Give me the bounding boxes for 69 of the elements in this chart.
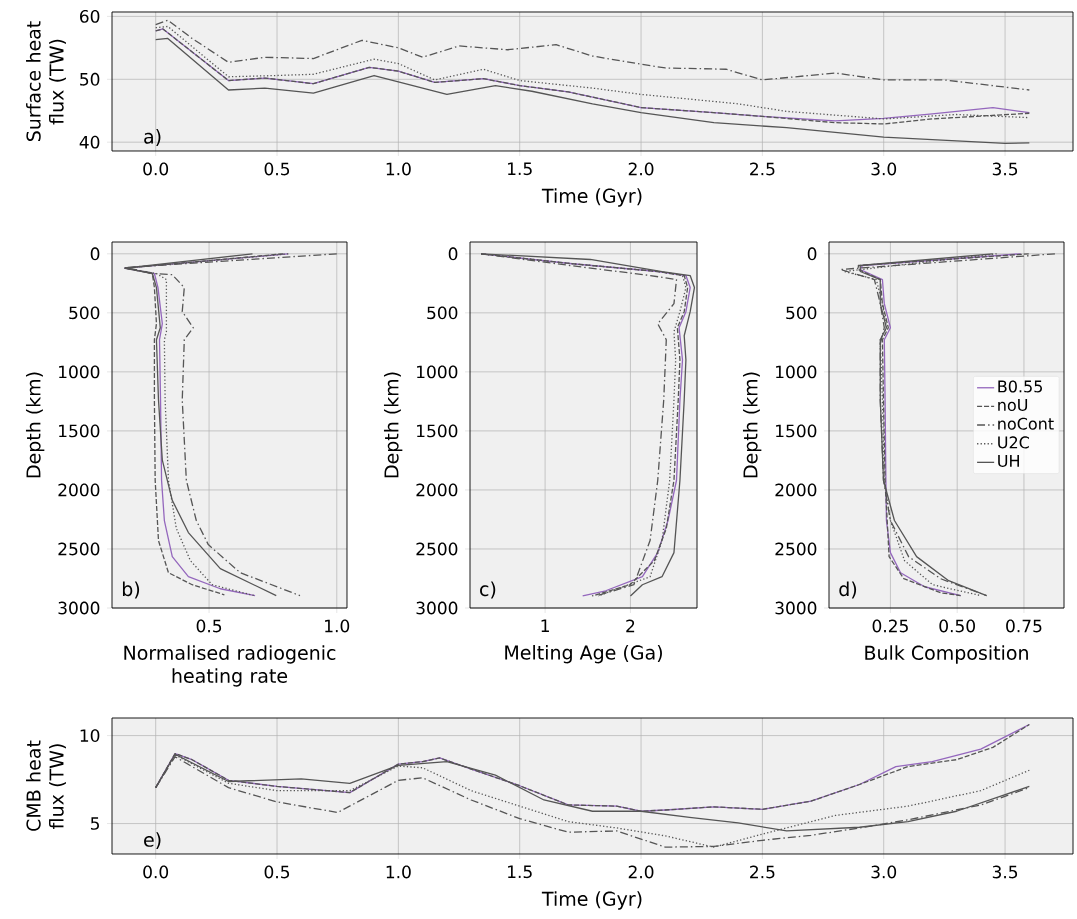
annotation: a) [144, 129, 161, 147]
annotation: d) [839, 581, 857, 599]
x-tick-label: 0.75 [1006, 619, 1042, 633]
x-axis-title: Normalised radiogenic heating rate [124, 645, 336, 687]
x-axis-title: Melting Age (Ga) [505, 645, 662, 664]
y-tick-label: 2000 [775, 483, 817, 497]
x-tick-label: 2.0 [628, 865, 654, 879]
y-tick-label: 2000 [416, 483, 458, 497]
x-tick-label: 0.5 [196, 619, 222, 633]
x-tick-label: 3.5 [992, 865, 1018, 879]
y-tick-label: 2500 [775, 542, 817, 556]
x-tick-label: 3.5 [992, 162, 1018, 176]
x-tick-label: 3.0 [871, 865, 897, 879]
x-axis-title: Time (Gyr) [541, 188, 642, 207]
annotation: c) [480, 581, 496, 599]
x-tick-label: 2.0 [628, 162, 654, 176]
x-tick-label: 0.25 [872, 619, 908, 633]
y-tick-label: 0 [448, 247, 458, 261]
y-tick-label: 40 [79, 135, 100, 149]
y-axis-title: Depth (km) [383, 372, 403, 478]
y-tick-label: 0 [807, 247, 817, 261]
y-tick-label: 2000 [58, 483, 100, 497]
y-tick-label: 500 [427, 306, 458, 320]
y-tick-label: 1500 [776, 424, 817, 438]
x-tick-label: 1.0 [386, 162, 411, 176]
x-axis-title: Bulk Composition [865, 645, 1028, 664]
y-tick-label: 10 [80, 729, 100, 743]
y-tick-label: 2500 [58, 542, 100, 556]
y-tick-label: 500 [786, 306, 817, 320]
y-tick-label: 1000 [59, 365, 100, 379]
y-tick-label: 1000 [417, 365, 458, 379]
y-tick-label: 5 [90, 817, 99, 830]
y-axis-title: Surface heat flux (TW) [26, 21, 66, 142]
y-axis-title: Depth (km) [742, 372, 762, 478]
annotation: e) [144, 832, 161, 850]
x-tick-label: 0.5 [264, 162, 290, 176]
y-tick-label: 1500 [417, 424, 458, 438]
annotation: b) [122, 581, 140, 599]
y-tick-label: 60 [80, 9, 100, 23]
legend-label: UH [998, 455, 1019, 467]
y-axis-title: CMB heat flux (TW) [26, 740, 66, 831]
y-tick-label: 1000 [776, 365, 817, 379]
x-tick-label: 1.5 [508, 162, 532, 176]
y-tick-label: 0 [90, 247, 100, 261]
legend-label: B0.55 [998, 380, 1042, 393]
x-tick-label: 2.5 [750, 865, 775, 879]
x-tick-label: 1 [541, 619, 549, 632]
legend-label: U2C [998, 436, 1029, 449]
y-tick-label: 2500 [416, 542, 458, 556]
legend-label: noCont [998, 417, 1054, 430]
x-tick-label: 0.5 [264, 865, 290, 879]
legend-label: noU [998, 399, 1028, 412]
y-tick-label: 3000 [416, 601, 458, 615]
x-tick-label: 1.0 [386, 865, 411, 879]
y-tick-label: 1500 [59, 424, 100, 438]
y-tick-label: 3000 [775, 601, 817, 615]
x-tick-label: 3.0 [871, 162, 897, 176]
x-tick-label: 0.0 [143, 865, 169, 879]
y-axis-title: Depth (km) [25, 372, 45, 478]
x-axis-title: Time (Gyr) [541, 891, 642, 910]
x-tick-label: 0.50 [939, 619, 975, 633]
x-tick-label: 1.0 [325, 619, 350, 633]
x-tick-label: 2 [626, 619, 635, 633]
x-tick-label: 0.0 [143, 162, 169, 176]
x-tick-label: 1.5 [508, 865, 532, 879]
y-tick-label: 50 [80, 72, 100, 86]
x-tick-label: 2.5 [750, 162, 775, 176]
y-tick-label: 500 [69, 306, 100, 320]
y-tick-label: 3000 [58, 601, 100, 615]
